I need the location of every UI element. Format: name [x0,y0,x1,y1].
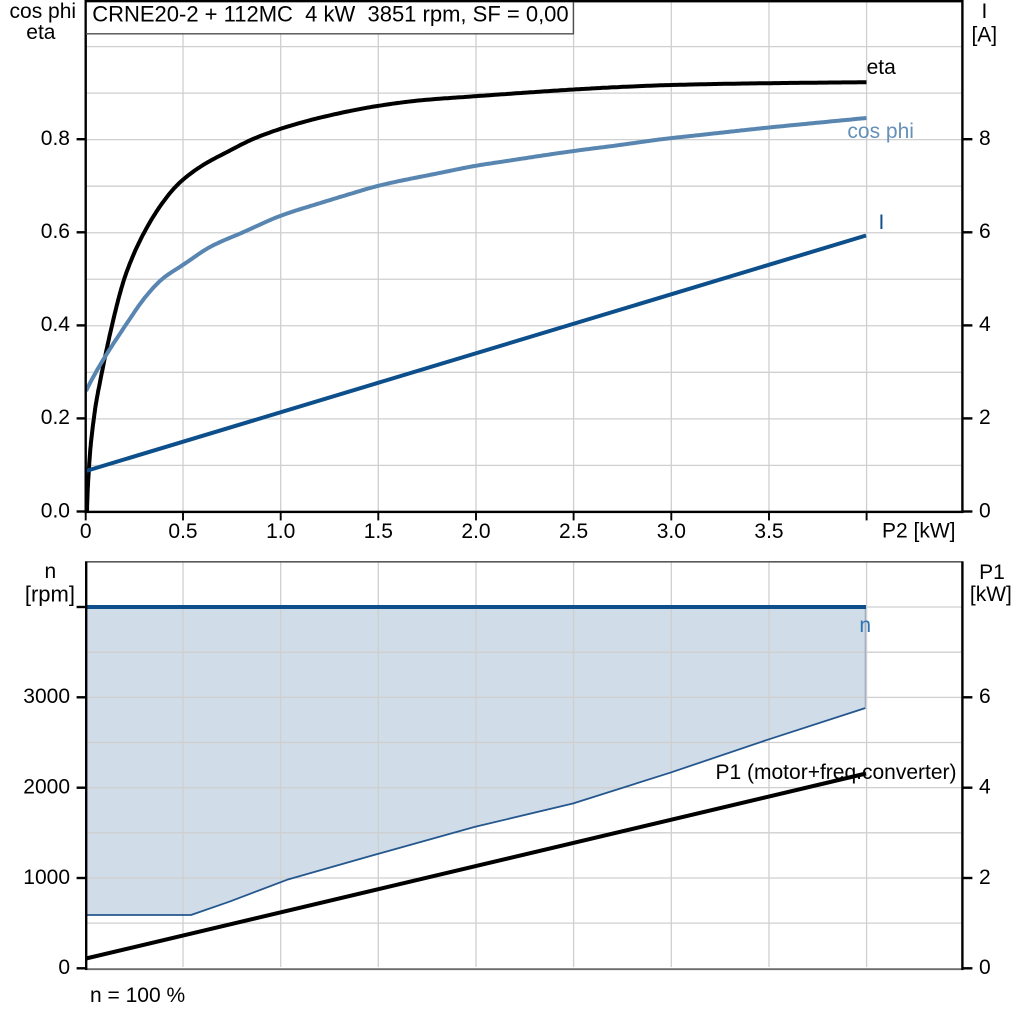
svg-text:6: 6 [979,685,991,708]
svg-text:0.4: 0.4 [41,313,71,336]
svg-text:P1: P1 [979,561,1005,584]
svg-text:I: I [981,0,987,23]
svg-text:eta: eta [26,21,56,44]
svg-text:2.5: 2.5 [559,520,588,543]
svg-text:3.5: 3.5 [754,520,783,543]
svg-text:0: 0 [80,520,92,543]
svg-text:cos phi: cos phi [847,120,914,143]
svg-text:0.8: 0.8 [41,127,70,150]
svg-text:2: 2 [979,866,991,889]
svg-text:[rpm]: [rpm] [25,582,75,607]
svg-text:1000: 1000 [23,866,70,889]
svg-text:4: 4 [979,776,991,799]
svg-text:0: 0 [58,956,70,979]
svg-text:2.0: 2.0 [461,520,490,543]
svg-text:2: 2 [979,406,991,429]
svg-text:P1 (motor+freq.converter): P1 (motor+freq.converter) [716,761,957,784]
svg-text:4: 4 [979,313,991,336]
svg-text:I: I [879,211,885,234]
svg-text:cos phi: cos phi [10,0,77,23]
svg-text:0.0: 0.0 [41,499,70,522]
svg-text:P2 [kW]: P2 [kW] [882,520,956,543]
svg-text:0: 0 [979,956,991,979]
svg-text:[A]: [A] [971,23,997,46]
svg-text:CRNE20-2 + 112MC 4 kW 3851 r: CRNE20-2 + 112MC 4 kW 3851 rpm, SF = 0,0… [92,2,568,27]
svg-text:0.6: 0.6 [41,220,70,243]
svg-text:0.5: 0.5 [168,520,197,543]
svg-text:n: n [859,614,871,637]
svg-text:3.0: 3.0 [657,520,686,543]
svg-text:8: 8 [979,127,991,150]
svg-text:3000: 3000 [23,685,70,708]
svg-text:eta: eta [867,56,897,79]
svg-text:1.0: 1.0 [266,520,295,543]
svg-text:1.5: 1.5 [364,520,393,543]
svg-text:0.2: 0.2 [41,406,70,429]
svg-text:0: 0 [979,499,991,522]
svg-text:[kW]: [kW] [970,583,1012,606]
svg-text:6: 6 [979,220,991,243]
svg-text:2000: 2000 [23,776,70,799]
svg-text:n = 100 %: n = 100 % [90,984,185,1007]
svg-text:n: n [44,560,56,583]
